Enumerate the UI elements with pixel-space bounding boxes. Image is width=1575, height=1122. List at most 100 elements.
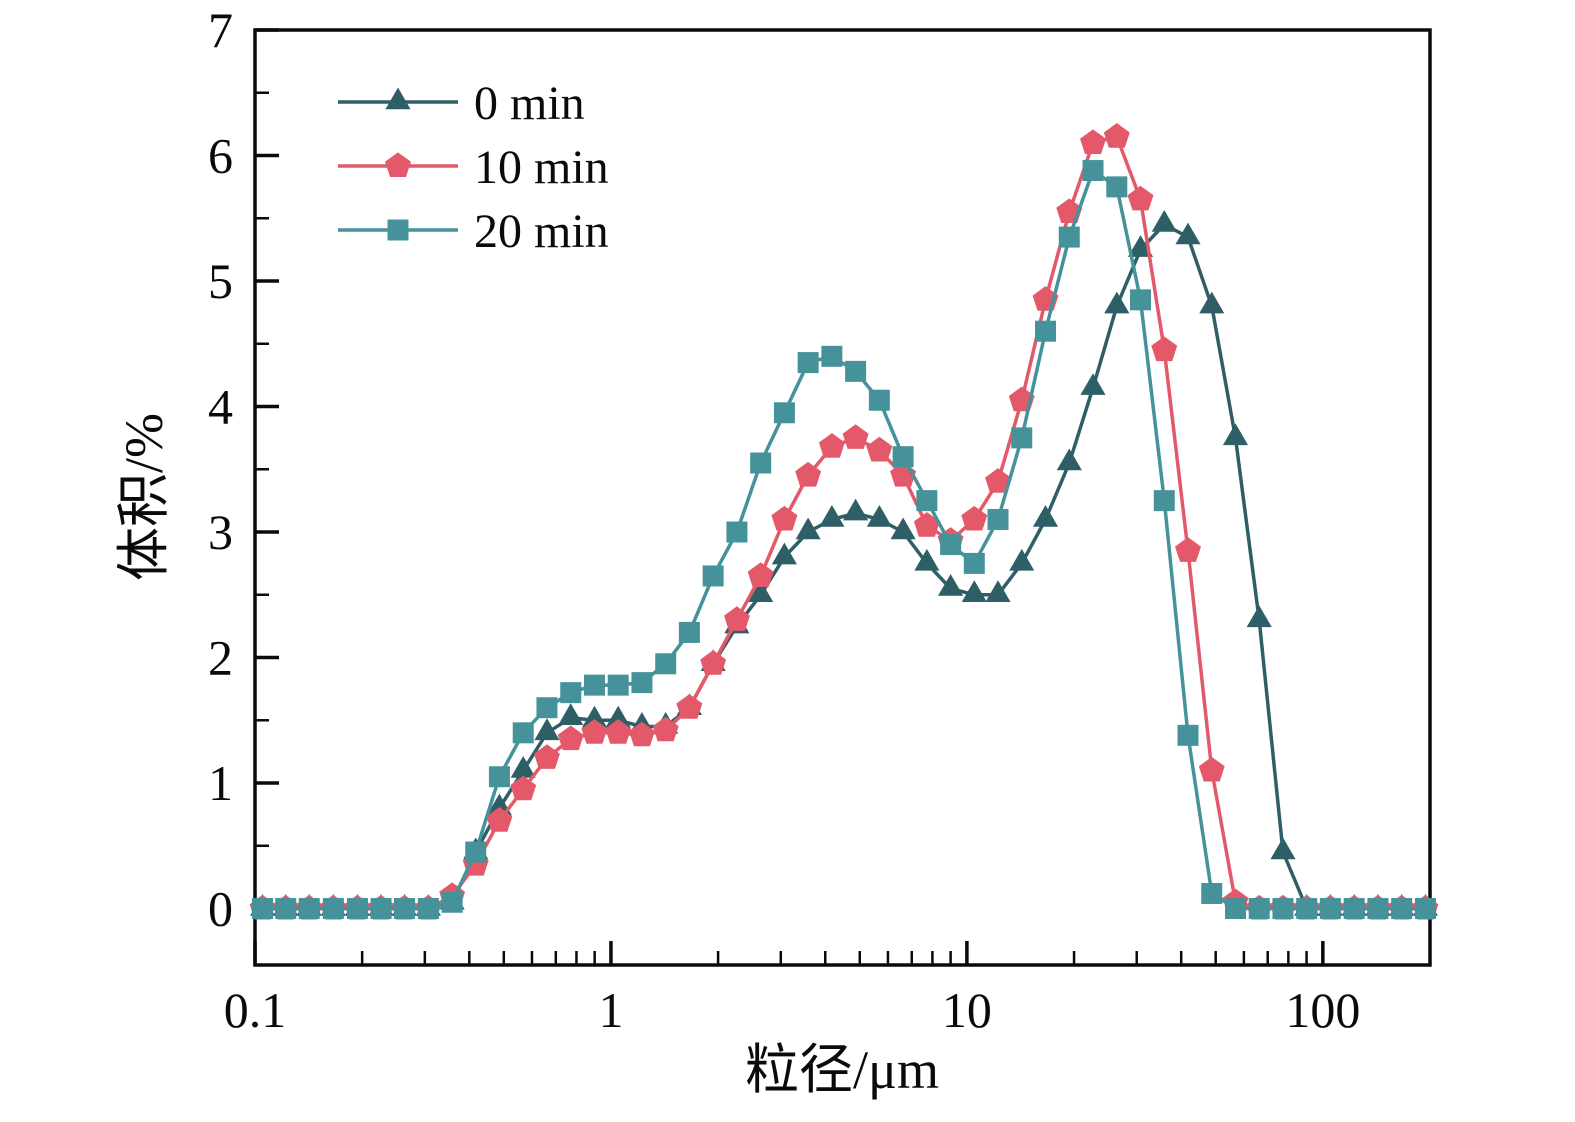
- square-marker: [1296, 898, 1318, 920]
- pentagon-marker: [557, 725, 584, 751]
- square-marker: [1106, 176, 1128, 198]
- triangle-marker: [866, 504, 892, 527]
- square-marker: [1414, 898, 1436, 920]
- pentagon-marker: [1151, 336, 1178, 362]
- triangle-marker: [795, 517, 821, 540]
- square-marker: [940, 534, 962, 556]
- square-marker: [370, 898, 392, 920]
- square-marker: [275, 898, 297, 920]
- series-line: [262, 168, 1426, 911]
- y-tick-label: 7: [208, 2, 233, 58]
- square-marker: [1201, 882, 1223, 904]
- triangle-marker: [1199, 291, 1225, 314]
- pentagon-marker: [961, 505, 988, 531]
- legend-label: 0 min: [474, 77, 585, 130]
- triangle-marker: [534, 718, 560, 741]
- square-marker: [1272, 898, 1294, 920]
- triangle-marker: [1032, 505, 1059, 527]
- triangle-marker: [1104, 291, 1130, 314]
- legend-label: 20 min: [474, 205, 609, 258]
- series-20-min: [252, 160, 1436, 920]
- square-marker: [987, 508, 1009, 530]
- pentagon-marker: [605, 719, 632, 744]
- y-tick-label: 2: [208, 630, 233, 686]
- square-marker: [916, 490, 938, 512]
- triangle-marker: [748, 580, 774, 602]
- y-tick-label: 1: [208, 755, 233, 811]
- square-marker: [1129, 289, 1151, 311]
- triangle-marker: [890, 517, 916, 540]
- square-marker: [1177, 724, 1199, 746]
- y-tick-label: 0: [208, 881, 233, 937]
- pentagon-marker: [534, 744, 560, 769]
- x-tick-label: 10: [942, 982, 992, 1038]
- square-marker: [322, 898, 344, 920]
- square-marker: [1224, 898, 1246, 920]
- triangle-marker: [985, 580, 1011, 602]
- square-marker: [655, 653, 677, 675]
- pentagon-marker: [842, 424, 869, 449]
- pentagon-marker: [1103, 123, 1130, 148]
- square-marker: [488, 766, 510, 788]
- series-0-min: [250, 209, 1438, 916]
- triangle-marker: [938, 574, 964, 596]
- x-axis: 0.1 1 10 100: [224, 941, 1432, 1038]
- legend-entry-20-min: 20 min: [338, 205, 609, 258]
- y-axis-label: 体积/%: [114, 413, 174, 581]
- plot-area: 0 1 2 3 4 5 6 7 0.1 1 10 100 0 min 10 min 20 min: [208, 2, 1439, 1038]
- square-marker: [346, 898, 368, 920]
- y-tick-label: 6: [208, 128, 233, 184]
- square-marker: [536, 697, 558, 719]
- square-marker: [387, 219, 409, 241]
- square-marker: [773, 402, 795, 424]
- square-marker: [1248, 898, 1270, 920]
- square-marker: [702, 565, 724, 587]
- pentagon-marker: [866, 436, 893, 462]
- square-marker: [1035, 320, 1057, 342]
- pentagon-marker: [676, 694, 703, 719]
- pentagon-marker: [385, 152, 411, 177]
- pentagon-marker: [1175, 537, 1201, 562]
- x-tick-label: 0.1: [224, 982, 287, 1038]
- legend-entry-10-min: 10 min: [338, 141, 609, 194]
- y-tick-label: 4: [208, 379, 233, 435]
- square-marker: [631, 672, 653, 694]
- square-marker: [1391, 898, 1413, 920]
- square-marker: [393, 898, 415, 920]
- pentagon-marker: [771, 505, 798, 531]
- triangle-marker: [819, 505, 845, 527]
- square-marker: [1058, 226, 1080, 248]
- triangle-marker: [914, 548, 940, 571]
- square-marker: [298, 898, 320, 920]
- pentagon-marker: [747, 562, 774, 587]
- square-marker: [1367, 898, 1389, 920]
- square-marker: [1082, 160, 1104, 182]
- x-tick-label: 100: [1285, 982, 1360, 1038]
- square-marker: [1319, 898, 1341, 920]
- x-tick-label: 1: [598, 982, 623, 1038]
- legend-entry-0-min: 0 min: [338, 77, 585, 130]
- pentagon-marker: [652, 716, 679, 742]
- square-marker: [750, 452, 772, 474]
- series-10-min: [249, 123, 1439, 920]
- triangle-marker: [1151, 209, 1177, 232]
- square-marker: [678, 621, 700, 643]
- square-marker: [417, 898, 439, 920]
- square-marker: [1011, 427, 1033, 449]
- pentagon-marker: [700, 650, 727, 675]
- square-marker: [441, 891, 463, 913]
- series-line: [262, 134, 1426, 911]
- pentagon-marker: [1080, 129, 1106, 154]
- triangle-marker: [1009, 548, 1035, 571]
- triangle-marker: [771, 542, 797, 565]
- square-marker: [465, 841, 487, 863]
- square-marker: [845, 360, 867, 382]
- square-marker: [512, 722, 534, 744]
- square-marker: [252, 898, 274, 920]
- triangle-marker: [1222, 423, 1249, 446]
- pentagon-marker: [581, 719, 608, 744]
- series-line: [262, 222, 1426, 911]
- triangle-marker: [558, 703, 584, 725]
